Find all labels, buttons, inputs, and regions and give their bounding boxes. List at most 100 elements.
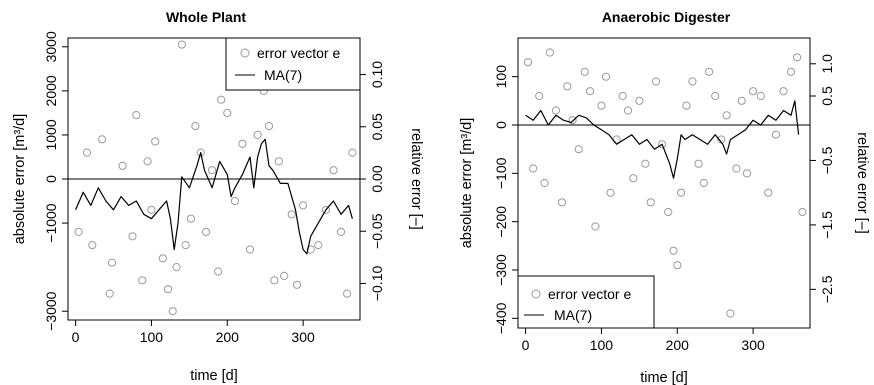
y2-tick-label: −1.5 [819,211,835,239]
data-point [529,164,538,173]
data-point [270,276,279,285]
data-point [601,72,611,81]
data-point [699,178,708,188]
data-point [253,130,262,139]
data-point [664,207,673,217]
data-point [635,96,644,105]
legend-label-ma7: MA(7) [554,307,592,323]
y-tick-label: 1000 [43,119,59,150]
x-tick-label: 300 [291,329,315,345]
data-point [172,263,181,272]
x-tick-label: 100 [590,337,614,353]
data-point [118,161,127,170]
data-point [105,289,114,298]
data-point [299,201,308,210]
legend-anaerobic-digester: error vector e MA(7) [517,275,655,329]
data-point [641,159,650,168]
data-point [742,169,752,178]
data-point [688,77,697,86]
x-axis-label-whole-plant: time [d] [190,368,238,384]
data-point [545,48,555,57]
data-point [292,280,302,289]
data-point [673,261,682,270]
data-point [658,140,667,149]
data-point [107,258,117,267]
data-point [177,40,186,49]
data-point [711,91,720,101]
data-point [557,198,567,207]
data-point [336,227,346,236]
data-point [551,106,561,115]
data-point [749,87,758,96]
data-point [208,166,217,175]
y2-tick-label: 0.05 [369,113,385,140]
data-point [329,166,338,175]
panel-whole-plant: Whole Plant absolute error [m³/d] relati… [12,9,424,384]
legend-label-error-vector: error vector e [257,45,340,61]
data-point [651,77,661,86]
x-tick-label: 100 [140,329,164,345]
data-point [223,108,232,118]
data-point [586,87,595,96]
data-point [574,145,583,154]
data-point [147,205,156,214]
legend-marker-error-vector [240,48,250,58]
x-axis-label-anaerobic-digester: time [d] [640,370,688,385]
y2-tick-label: 0.00 [369,165,385,192]
legend-whole-plant: error vector e MA(7) [225,37,361,91]
x-tick-label: 200 [666,337,690,353]
data-point [771,130,781,139]
data-point [523,58,533,67]
data-point [158,254,167,263]
data-point [682,101,691,110]
ma-line-anaerobic-digester [525,100,800,179]
legend-label-error-vector: error vector e [548,286,631,302]
y2-tick-label: −0.05 [369,213,385,249]
data-point [580,67,589,76]
data-point [82,148,92,157]
data-point [214,267,223,276]
title-whole-plant: Whole Plant [166,9,246,25]
data-point [306,245,315,254]
x-tick-label: 0 [72,329,80,345]
data-point [779,87,788,96]
data-point [591,222,600,231]
data-point [343,289,352,298]
y2-tick-label: 0.5 [819,86,835,106]
data-point [274,157,283,166]
data-point [764,188,773,197]
data-point [151,137,160,146]
data-point [264,122,274,131]
data-point [726,309,735,318]
points-anaerobic-digester [523,48,807,318]
data-point [597,101,606,110]
y-tick-label: −300 [493,254,509,286]
data-point [568,116,577,125]
data-point [540,178,549,188]
data-point [132,111,141,120]
data-point [186,214,195,223]
data-point [138,276,147,285]
x-tick-label: 200 [216,329,240,345]
y-tick-label: −200 [493,206,509,238]
data-point [646,198,655,207]
y-tick-label: 0 [493,121,509,129]
data-point [722,111,731,120]
data-point [230,196,239,206]
data-point [168,307,177,316]
data-point [238,139,247,148]
data-point [164,285,173,294]
data-point [245,245,255,254]
data-point [623,106,633,115]
data-point [694,159,703,168]
data-point [88,241,97,250]
x-tick-label: 300 [741,337,765,353]
data-point [128,232,137,241]
y-axis-label-whole-plant: absolute error [m³/d] [12,114,28,245]
y-axis-label-anaerobic-digester: absolute error [m³/d] [459,118,475,249]
data-point [201,227,211,236]
data-point [786,67,796,76]
plot-frame-anaerobic-digester [517,37,811,329]
data-point [618,91,627,101]
